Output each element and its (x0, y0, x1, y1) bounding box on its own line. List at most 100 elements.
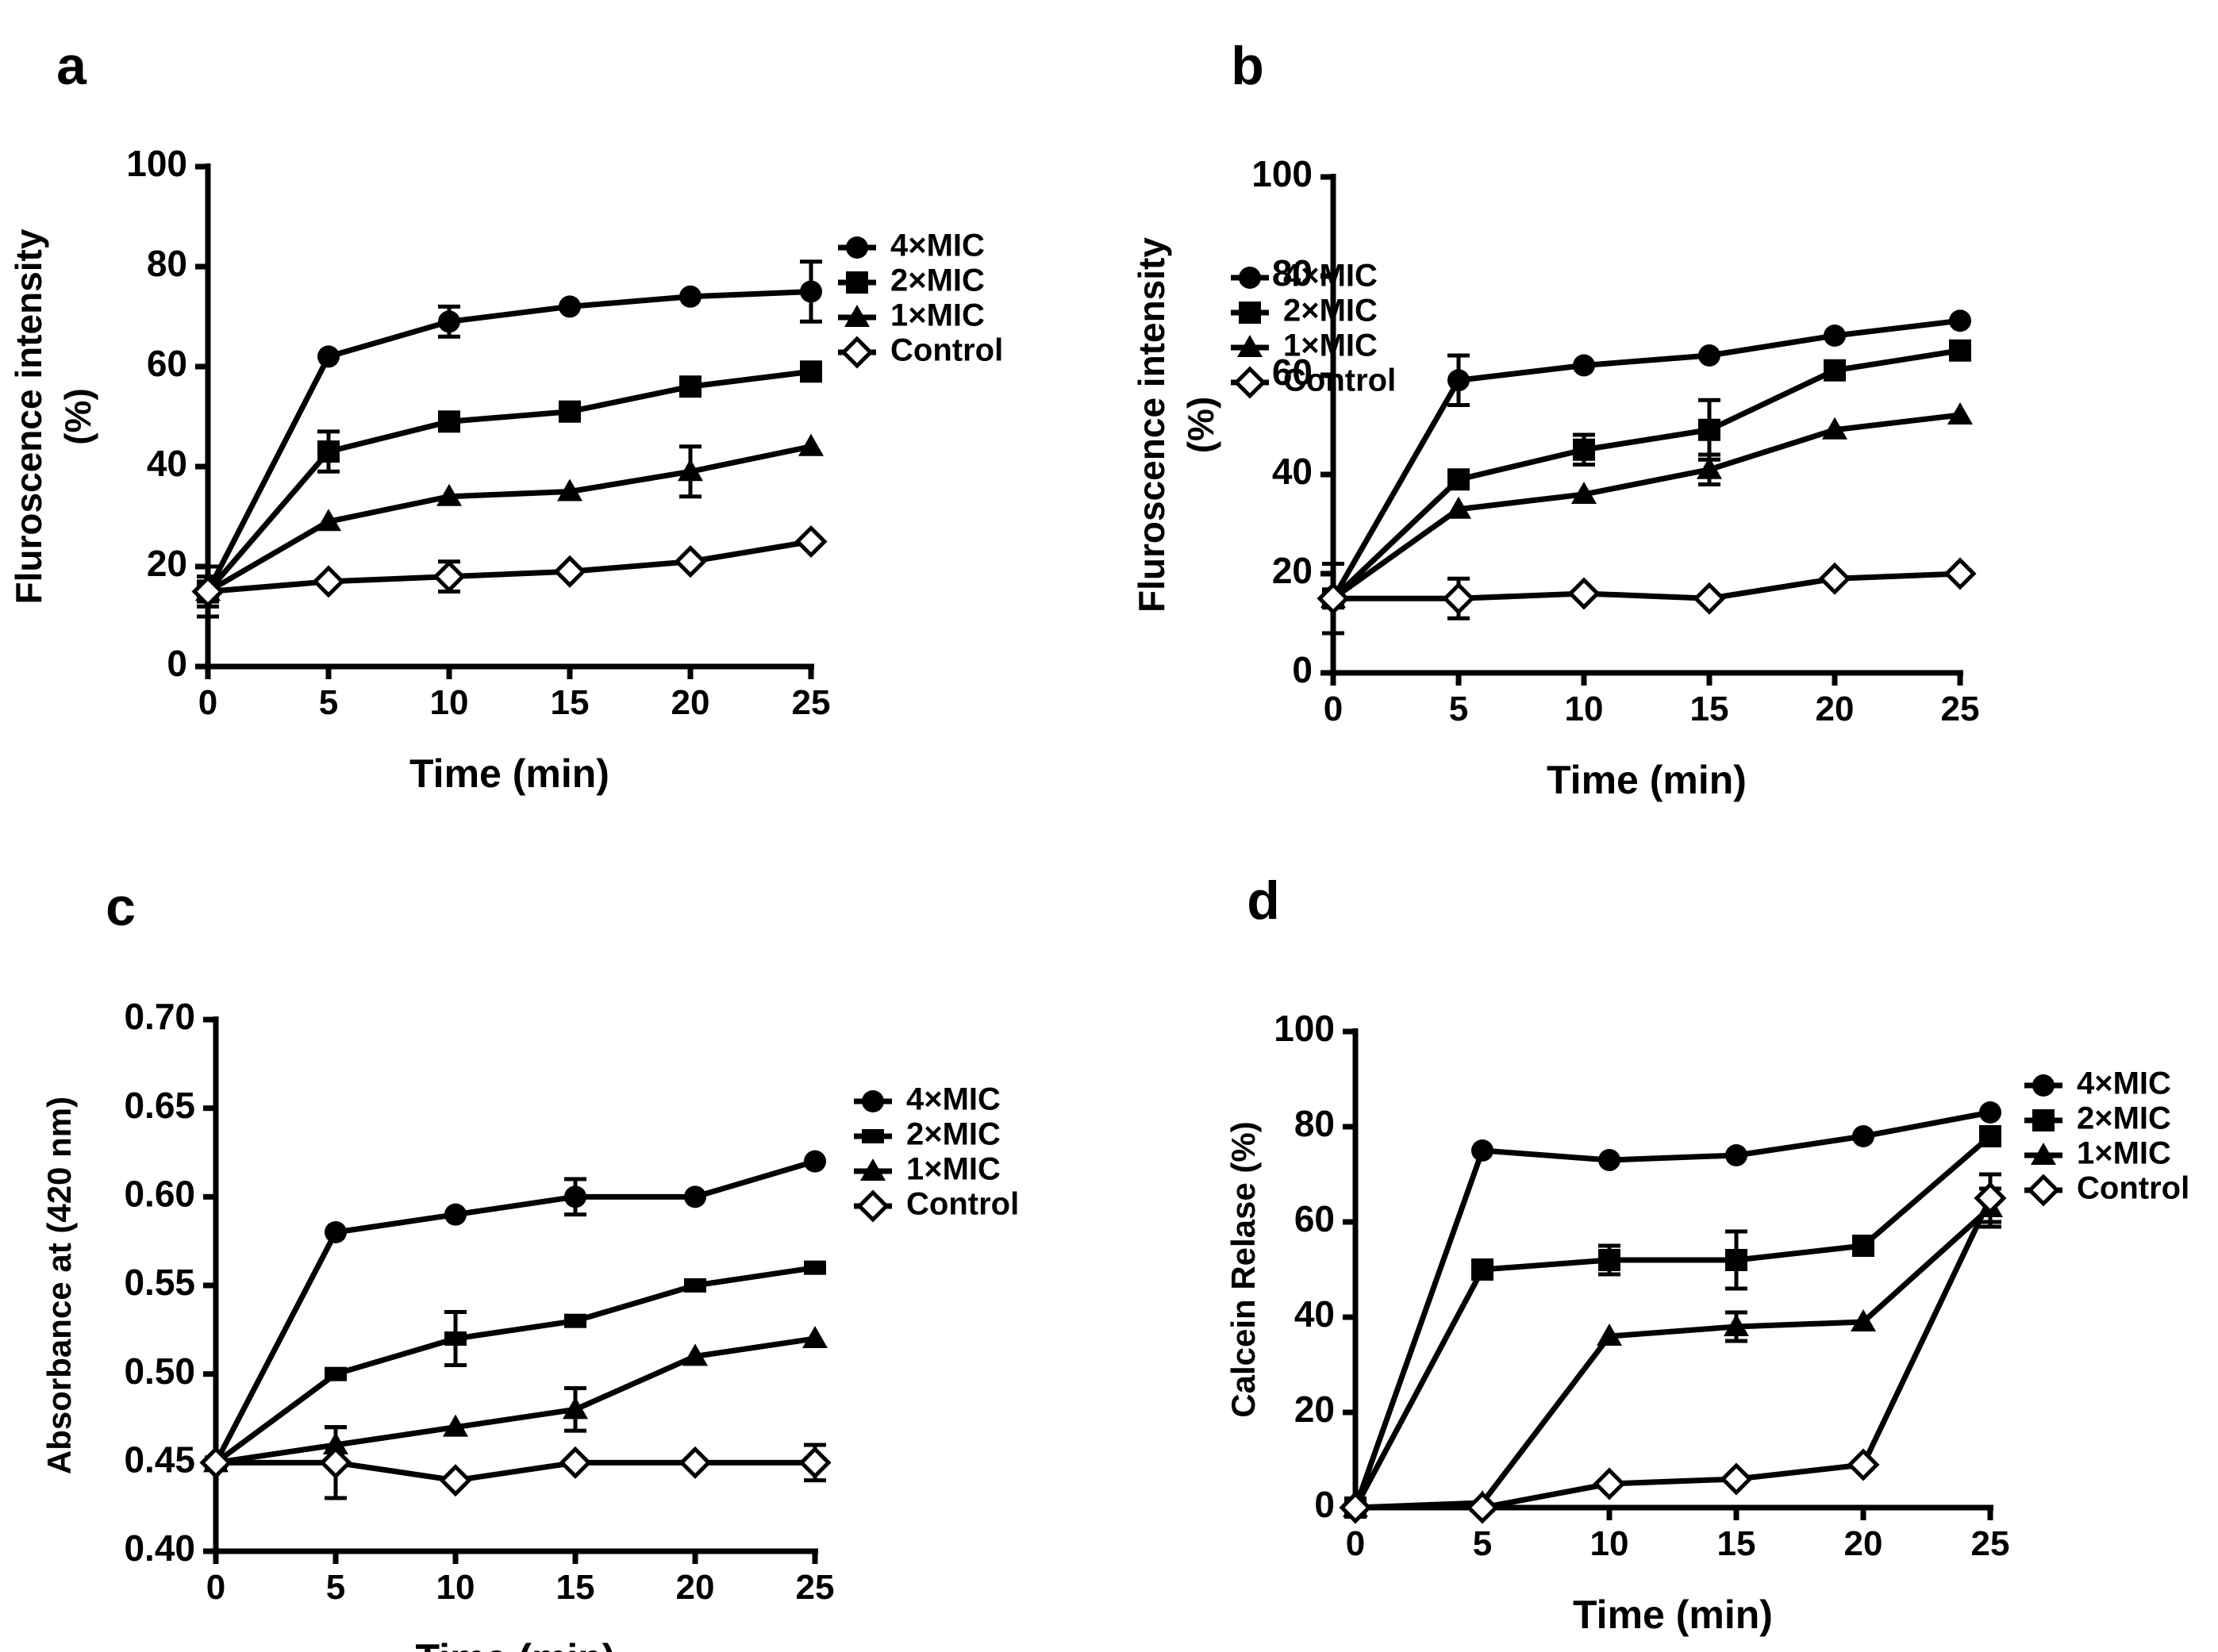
series-line (1355, 1197, 1993, 1511)
x-tick-label: 20 (671, 683, 710, 722)
data-point (678, 459, 703, 482)
legend-label: Control (1283, 363, 1396, 398)
data-point (802, 1326, 828, 1348)
data-point (553, 555, 586, 588)
series-Control (1339, 1172, 2007, 1524)
y-tick-label: 20 (1294, 1389, 1335, 1430)
series-2×MIC (197, 360, 822, 609)
data-point (559, 400, 581, 423)
legend-label: 1×MIC (906, 1152, 1001, 1187)
data-point (1949, 309, 1971, 332)
y-axis-label: Absorbance at (420 nm) (40, 1097, 78, 1474)
data-point (1697, 456, 1722, 479)
data-point (444, 1331, 467, 1346)
panel-letter: b (1231, 36, 1264, 96)
data-point (1593, 1467, 1626, 1500)
legend-marker (2032, 1109, 2055, 1131)
x-tick-label: 0 (1346, 1524, 1365, 1563)
data-point (444, 1203, 467, 1226)
data-point (1847, 1448, 1880, 1481)
data-point (1979, 1101, 2001, 1124)
y-tick-label: 80 (1294, 1103, 1335, 1144)
x-tick-label: 25 (1941, 690, 1980, 728)
y-tick-label: 0 (1292, 649, 1313, 690)
data-point (1852, 1125, 1874, 1147)
data-point (1947, 402, 1973, 425)
series-line (213, 1265, 816, 1466)
data-point (684, 1185, 706, 1208)
series-2×MIC (205, 1260, 826, 1470)
data-point (1597, 1324, 1622, 1346)
data-point (798, 1446, 832, 1479)
data-point (1822, 417, 1847, 440)
legend-marker (856, 1189, 890, 1223)
data-point (794, 524, 828, 559)
y-tick-label: 0.55 (124, 1262, 195, 1303)
legend-marker (840, 336, 874, 369)
data-point (443, 1414, 468, 1437)
x-tick-label: 25 (1971, 1524, 2010, 1563)
data-point (1317, 582, 1350, 615)
x-tick-label: 15 (1690, 690, 1729, 728)
data-point (674, 545, 707, 578)
legend-label: Control (890, 333, 1003, 368)
legend-label: 2×MIC (2077, 1101, 2171, 1136)
series-line (1355, 1205, 1993, 1511)
data-point (438, 410, 460, 433)
y-axis-label: Fluroscence intensity (8, 229, 49, 604)
legend-marker (862, 1090, 884, 1112)
data-point (1447, 468, 1470, 491)
x-axis-label: Time (min) (1547, 758, 1747, 802)
legend-label: 2×MIC (906, 1117, 1001, 1152)
y-axis-label: (%) (1180, 397, 1221, 454)
data-point (1698, 344, 1720, 367)
data-point (325, 1366, 347, 1381)
x-tick-label: 5 (319, 683, 338, 722)
data-point (684, 1278, 706, 1293)
series-4×MIC (1344, 1101, 2001, 1519)
series-line (206, 368, 812, 594)
x-axis-label: Time (min) (416, 1636, 616, 1652)
y-tick-label: 40 (147, 443, 187, 484)
chart-panel-c: c 0 5 10 15 20 25 0.40 0.45 0.50 0.55 0.60 0.65 0.70 T… (40, 877, 1019, 1652)
data-point (317, 440, 340, 463)
data-point (1725, 1144, 1747, 1166)
y-tick-label: 20 (147, 543, 187, 584)
x-tick-label: 25 (796, 1568, 835, 1607)
series-1×MIC (1343, 1186, 2003, 1517)
legend-label: 2×MIC (1283, 294, 1378, 328)
data-point (557, 478, 582, 501)
data-point (559, 295, 581, 318)
series-line (207, 539, 812, 594)
data-point (564, 1185, 586, 1208)
legend-label: Control (906, 1187, 1019, 1222)
x-tick-label: 25 (792, 683, 831, 722)
series-4×MIC (197, 259, 822, 604)
data-point (1698, 418, 1720, 441)
data-point (804, 1260, 826, 1275)
data-point (679, 375, 702, 398)
y-axis-label: Calcein Relase (%) (1224, 1121, 1262, 1418)
data-point (319, 1446, 352, 1479)
legend-label: 4×MIC (906, 1082, 1001, 1117)
data-point (325, 1221, 347, 1243)
data-point (316, 509, 341, 532)
data-point (1466, 1491, 1499, 1524)
data-point (1824, 359, 1846, 382)
x-axis-label: Time (min) (409, 751, 609, 796)
y-tick-label: 80 (1272, 252, 1313, 294)
data-point (1949, 339, 1971, 362)
y-tick-label: 0.60 (124, 1173, 195, 1214)
y-axis-label: Fluroscence intensity (1131, 237, 1172, 613)
series-2×MIC (1344, 1125, 2001, 1519)
x-tick-label: 0 (1324, 690, 1343, 728)
data-point (800, 280, 822, 303)
x-tick-label: 0 (206, 1568, 225, 1607)
data-point (1567, 577, 1601, 610)
data-point (1851, 1309, 1876, 1331)
series-line (1333, 571, 1961, 601)
legend-marker (2031, 1143, 2056, 1165)
